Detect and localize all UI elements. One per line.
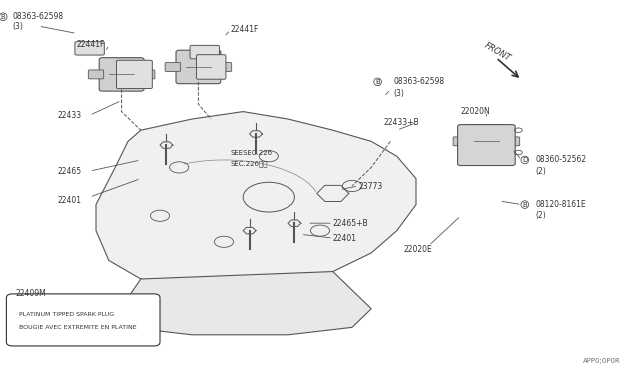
FancyBboxPatch shape: [75, 42, 104, 55]
FancyBboxPatch shape: [6, 294, 160, 346]
Text: 22020E: 22020E: [403, 245, 432, 254]
Text: SEESEC.226: SEESEC.226: [230, 150, 273, 155]
Text: 22465+B: 22465+B: [333, 219, 369, 228]
Text: (2): (2): [535, 211, 546, 220]
Text: SEC.226参照: SEC.226参照: [230, 160, 268, 167]
Text: (3): (3): [394, 89, 404, 97]
Text: 23773: 23773: [358, 182, 383, 190]
Text: 22441F: 22441F: [77, 40, 105, 49]
Polygon shape: [96, 112, 416, 290]
Text: 22401: 22401: [333, 234, 357, 243]
Text: B: B: [375, 79, 380, 85]
Text: 22409M: 22409M: [16, 289, 47, 298]
FancyBboxPatch shape: [88, 70, 104, 79]
FancyBboxPatch shape: [116, 60, 152, 89]
Text: 22433+B: 22433+B: [384, 118, 420, 127]
FancyBboxPatch shape: [196, 55, 226, 79]
Text: 22020N: 22020N: [461, 107, 490, 116]
Text: B: B: [1, 14, 6, 20]
FancyBboxPatch shape: [504, 137, 520, 146]
Text: D: D: [522, 157, 527, 163]
Text: B: B: [522, 202, 527, 208]
Text: APP0;0P0R: APP0;0P0R: [583, 358, 621, 364]
FancyBboxPatch shape: [458, 125, 515, 166]
Text: BOUGIE AVEC EXTREMITE EN PLATINE: BOUGIE AVEC EXTREMITE EN PLATINE: [19, 325, 137, 330]
FancyBboxPatch shape: [99, 58, 144, 91]
FancyBboxPatch shape: [453, 137, 468, 146]
Polygon shape: [115, 272, 371, 335]
FancyBboxPatch shape: [190, 45, 220, 59]
Text: (3): (3): [13, 22, 24, 31]
Text: 08363-62598: 08363-62598: [394, 77, 445, 86]
Text: 08120-8161E: 08120-8161E: [535, 200, 586, 209]
FancyBboxPatch shape: [140, 70, 155, 79]
FancyBboxPatch shape: [464, 125, 509, 158]
Text: FRONT: FRONT: [483, 41, 513, 63]
Text: 22441F: 22441F: [230, 25, 259, 34]
Text: PLATINUM TIPPED SPARK PLUG: PLATINUM TIPPED SPARK PLUG: [19, 312, 115, 317]
Text: (2): (2): [535, 167, 546, 176]
FancyBboxPatch shape: [216, 62, 232, 71]
FancyBboxPatch shape: [176, 50, 221, 84]
Text: 08363-62598: 08363-62598: [13, 12, 64, 21]
Text: 08360-52562: 08360-52562: [535, 155, 586, 164]
Text: 22433: 22433: [58, 111, 82, 120]
Text: 22465: 22465: [58, 167, 82, 176]
Text: 22401: 22401: [58, 196, 82, 205]
FancyBboxPatch shape: [165, 62, 180, 71]
